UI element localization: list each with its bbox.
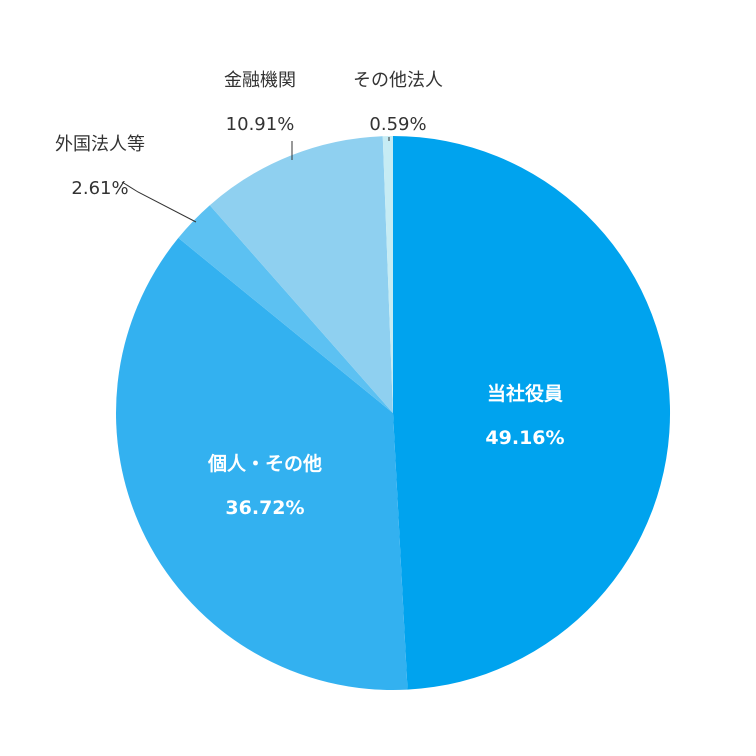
slice-value-financial: 10.91%	[226, 114, 295, 135]
slice-foreign	[178, 205, 393, 413]
slice-other-corp	[382, 136, 393, 413]
slice-individuals	[116, 237, 408, 691]
slice-value-foreign: 2.61%	[71, 178, 128, 199]
slice-label-other-corp: その他法人	[353, 70, 443, 91]
slice-officers	[393, 135, 671, 690]
slice-label-individuals: 個人・その他	[207, 452, 322, 475]
slice-label-financial: 金融機関	[224, 70, 296, 91]
slice-label-officers: 当社役員	[487, 382, 563, 405]
leader-line-foreign	[121, 181, 197, 223]
slice-label-foreign: 外国法人等	[55, 134, 145, 155]
slice-value-individuals: 36.72%	[225, 497, 304, 519]
slice-financial	[209, 136, 393, 413]
leader-lines	[121, 137, 390, 223]
slice-value-officers: 49.16%	[485, 427, 564, 449]
slice-value-other-corp: 0.59%	[369, 114, 426, 135]
pie-slices	[116, 135, 671, 691]
